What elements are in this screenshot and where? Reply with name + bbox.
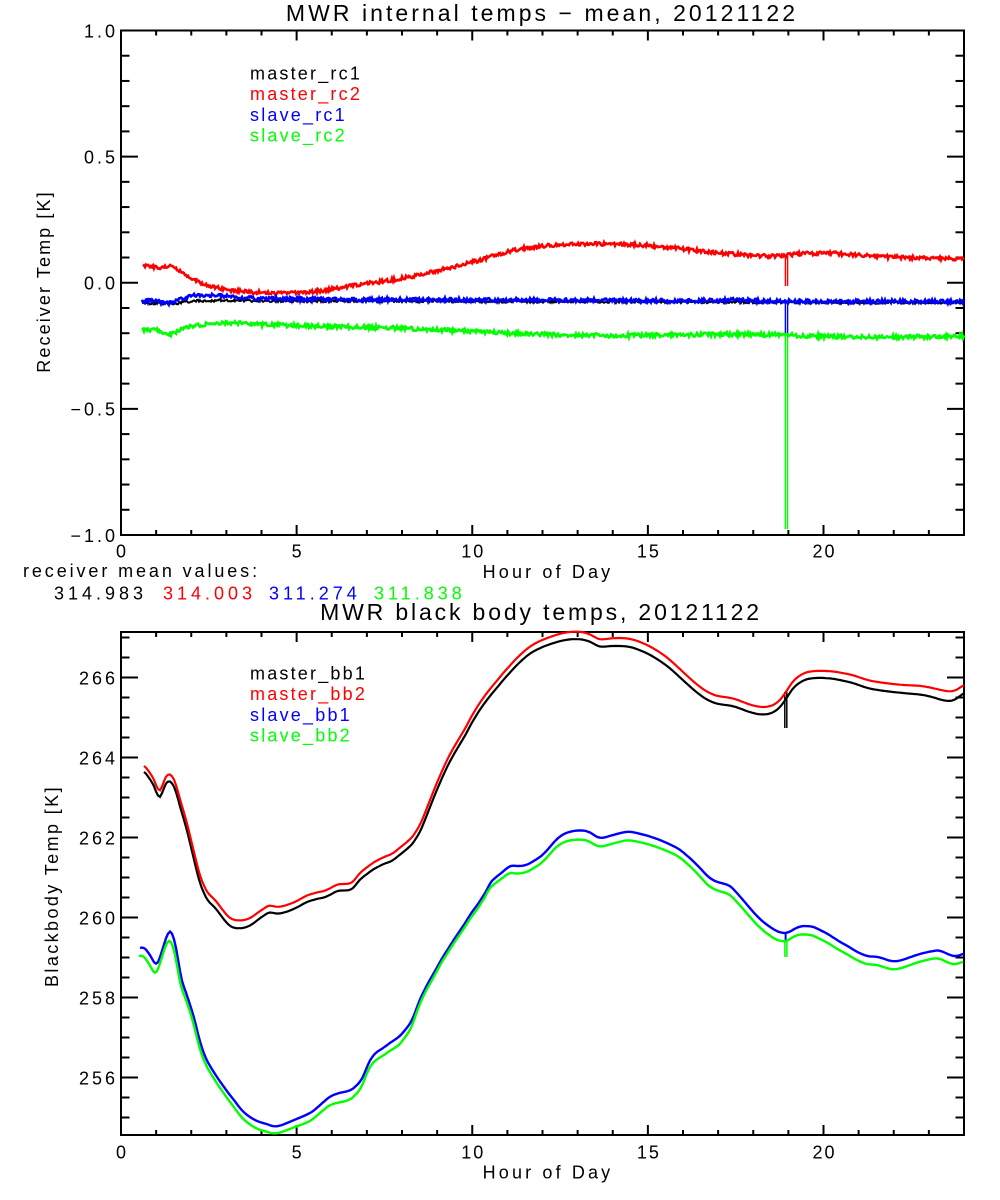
svg-text:0: 0 xyxy=(116,1143,128,1163)
svg-text:1.0: 1.0 xyxy=(84,21,118,41)
svg-text:receiver mean values:: receiver mean values: xyxy=(23,561,260,581)
svg-text:Hour of Day: Hour of Day xyxy=(483,562,614,582)
svg-text:10: 10 xyxy=(461,542,485,562)
svg-text:0.5: 0.5 xyxy=(84,147,118,167)
svg-text:314.003: 314.003 xyxy=(163,584,256,604)
svg-text:260: 260 xyxy=(79,908,118,928)
svg-text:−0.5: −0.5 xyxy=(70,400,118,420)
svg-text:20: 20 xyxy=(812,542,836,562)
svg-text:264: 264 xyxy=(79,748,118,768)
svg-text:Hour of Day: Hour of Day xyxy=(483,1163,614,1183)
svg-text:slave_bb1: slave_bb1 xyxy=(250,705,352,726)
svg-text:266: 266 xyxy=(79,668,118,688)
svg-text:0.0: 0.0 xyxy=(84,274,118,294)
svg-text:258: 258 xyxy=(79,988,118,1008)
svg-text:slave_bb2: slave_bb2 xyxy=(250,726,352,747)
svg-text:311.274: 311.274 xyxy=(269,584,361,604)
svg-text:0: 0 xyxy=(116,542,128,562)
svg-text:5: 5 xyxy=(292,542,304,562)
svg-text:slave_rc1: slave_rc1 xyxy=(250,105,347,126)
svg-text:master_bb2: master_bb2 xyxy=(250,684,367,705)
svg-text:Blackbody Temp [K]: Blackbody Temp [K] xyxy=(42,785,62,987)
svg-text:15: 15 xyxy=(637,542,661,562)
svg-text:MWR internal temps − mean, 201: MWR internal temps − mean, 20121122 xyxy=(286,0,798,26)
svg-text:314.983: 314.983 xyxy=(54,584,147,604)
svg-text:256: 256 xyxy=(79,1068,118,1088)
svg-text:5: 5 xyxy=(292,1143,304,1163)
svg-text:262: 262 xyxy=(79,828,118,848)
svg-text:311.838: 311.838 xyxy=(374,584,466,604)
svg-text:master_bb1: master_bb1 xyxy=(250,664,367,685)
svg-text:Receiver Temp [K]: Receiver Temp [K] xyxy=(34,190,54,372)
svg-text:master_rc1: master_rc1 xyxy=(250,64,362,85)
svg-text:slave_rc2: slave_rc2 xyxy=(250,126,347,147)
svg-text:MWR black body temps, 20121122: MWR black body temps, 20121122 xyxy=(320,599,762,625)
svg-text:10: 10 xyxy=(461,1143,485,1163)
svg-text:master_rc2: master_rc2 xyxy=(250,84,362,105)
svg-text:15: 15 xyxy=(637,1143,661,1163)
svg-text:−1.0: −1.0 xyxy=(70,526,118,546)
svg-text:20: 20 xyxy=(812,1143,836,1163)
